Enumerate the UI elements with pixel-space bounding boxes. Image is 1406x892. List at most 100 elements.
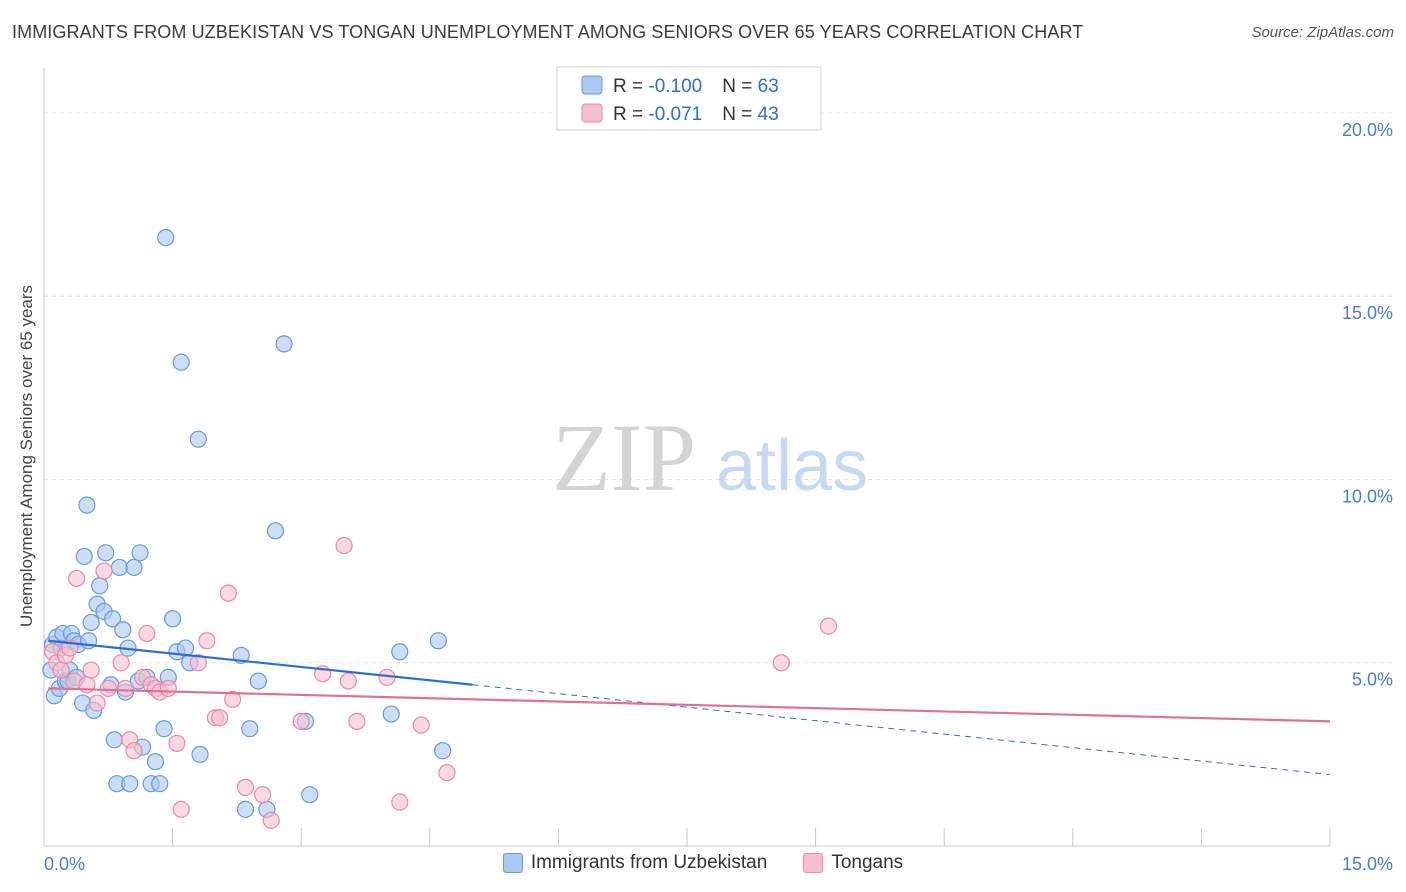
y-tick-label-5: 5.0% [1352, 670, 1393, 690]
trend-tongans [48, 687, 1331, 723]
y-axis-label-group: Unemployment Among Seniors over 65 years [17, 285, 36, 627]
y-tick-label-20: 20.0% [1342, 120, 1393, 140]
watermark-atlas: atlas [716, 426, 868, 506]
uzbekistan-point-62 [429, 632, 447, 650]
uzbekistan-point-29 [114, 621, 132, 639]
tongans-point-35 [335, 536, 353, 555]
uzbekistan-point-26 [105, 731, 123, 749]
uzbekistan-point-59 [301, 786, 319, 804]
tongans-point-8 [82, 661, 100, 679]
uzbekistan-point-54 [249, 672, 267, 690]
uzbekistan-point-40 [151, 775, 169, 793]
legend-swatch-blue [581, 75, 603, 95]
legend-r-value-2: -0.071 [648, 104, 702, 125]
tongans-point-30 [236, 778, 255, 796]
y-tick-label-15: 15.0% [1342, 303, 1393, 323]
tongans-point-39 [391, 793, 409, 811]
grid-lines [44, 112, 1394, 664]
tongans-point-15 [125, 742, 143, 760]
legend-r-label-2: R = [613, 104, 648, 125]
tongans-point-41 [438, 764, 456, 782]
legend-item-tongans: Tongans [803, 852, 903, 874]
tongans-point-27 [211, 709, 229, 727]
legend-swatch-tongans [803, 853, 824, 873]
y-axis-label: Unemployment Among Seniors over 65 years [17, 285, 36, 627]
uzbekistan-point-23 [97, 544, 115, 562]
tongans-point-32 [262, 811, 280, 829]
tongans-point-31 [254, 786, 272, 804]
uzbekistan-point-21 [91, 577, 109, 595]
legend-item-uzbekistan: Immigrants from Uzbekistan [502, 852, 768, 874]
trend-lines [48, 639, 1331, 776]
tick-labels: 5.0% 10.0% 15.0% 20.0% 0.0% 15.0% [44, 120, 1393, 874]
tongans-point-6 [67, 569, 86, 588]
tongans-point-9 [88, 694, 106, 712]
tongans-point-22 [168, 734, 186, 752]
uzbekistan-point-36 [131, 544, 149, 562]
uzbekistan-point-52 [236, 800, 255, 818]
uzbekistan-point-53 [241, 720, 259, 738]
tongans-point-43 [772, 654, 790, 672]
uzbekistan-point-61 [391, 643, 409, 661]
uzbekistan-point-25 [103, 610, 122, 628]
series-uzbekistan-points [42, 228, 452, 818]
tongans-point-11 [99, 679, 117, 698]
correlation-legend: R = -0.100 N = 63 R = -0.071 N = 43 [556, 66, 822, 131]
y-tick-label-10: 10.0% [1342, 486, 1393, 506]
uzbekistan-point-57 [275, 335, 293, 353]
tongans-point-33 [292, 712, 310, 730]
tongans-point-29 [224, 690, 242, 708]
uzbekistan-point-32 [121, 775, 139, 793]
legend-r-value-1: -0.100 [648, 76, 702, 97]
legend-row-2: R = -0.071 N = 43 [613, 104, 779, 125]
uzbekistan-point-49 [189, 430, 207, 448]
legend-r-label-1: R = [613, 76, 648, 97]
legend-n-value-2: 43 [758, 104, 779, 125]
tongans-point-23 [172, 800, 190, 818]
source-label: Source: ZipAtlas.com [1251, 24, 1394, 41]
uzbekistan-point-28 [110, 558, 129, 577]
x-tick-label-max: 15.0% [1342, 854, 1393, 874]
legend-label-uzbekistan: Immigrants from Uzbekistan [530, 852, 768, 873]
series-legend: Immigrants from Uzbekistan Tongans [0, 852, 1406, 874]
uzbekistan-point-41 [155, 720, 173, 738]
watermark-zip: ZIP [552, 404, 696, 511]
tongans-point-12 [112, 654, 130, 672]
uzbekistan-point-63 [434, 742, 452, 760]
uzbekistan-point-60 [382, 705, 400, 723]
uzbekistan-point-50 [191, 745, 209, 763]
tongans-point-21 [159, 679, 177, 698]
legend-n-value-1: 63 [758, 76, 779, 97]
legend-n-label-2: N = [722, 104, 757, 125]
chart-title: IMMIGRANTS FROM UZBEKISTAN VS TONGAN UNE… [12, 22, 1084, 42]
tongans-point-13 [116, 679, 135, 698]
trend-uzbekistan-solid [48, 639, 473, 686]
uzbekistan-point-15 [75, 547, 93, 566]
tongans-point-36 [339, 672, 357, 690]
legend-label-tongans: Tongans [831, 852, 904, 873]
uzbekistan-point-44 [164, 610, 182, 628]
tongans-point-37 [348, 712, 366, 730]
legend-swatch-uzbekistan [502, 853, 523, 873]
watermark: ZIP atlas [552, 404, 868, 511]
tongans-point-2 [52, 661, 70, 679]
tongans-point-10 [95, 562, 113, 580]
legend-swatch-pink [581, 103, 603, 123]
uzbekistan-point-42 [157, 228, 175, 247]
tongans-point-24 [189, 654, 207, 672]
axes [43, 68, 1331, 847]
series-tongans-points [43, 536, 838, 829]
tongans-point-42 [819, 617, 838, 635]
legend-n-label-1: N = [722, 76, 757, 97]
tongans-point-28 [219, 584, 237, 602]
tongans-point-25 [198, 632, 216, 650]
uzbekistan-point-33 [125, 558, 143, 577]
tongans-point-40 [412, 716, 430, 734]
uzbekistan-point-39 [146, 753, 165, 771]
x-tick-label-min: 0.0% [44, 854, 85, 874]
uzbekistan-point-46 [172, 353, 190, 371]
legend-row-1: R = -0.100 N = 63 [613, 76, 779, 97]
trend-uzbekistan-dashed [472, 684, 1331, 776]
tongans-point-17 [138, 624, 156, 643]
